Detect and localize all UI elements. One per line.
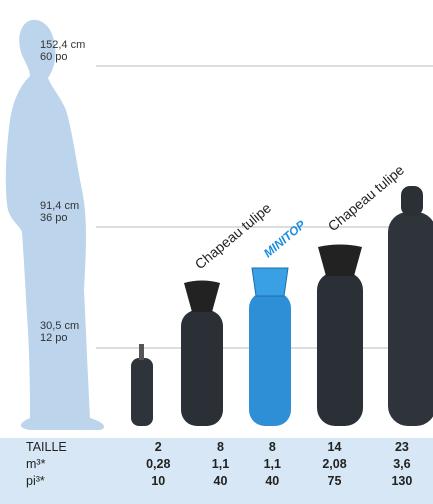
cylinder	[131, 344, 153, 426]
marker-po: 60 po	[40, 51, 68, 63]
cylinder	[388, 186, 433, 426]
cylinder	[249, 268, 291, 426]
marker-cm: 152,4 cm	[40, 39, 85, 51]
illustration: 152,4 cm 60 po 91,4 cm 36 po 30,5 cm 12 …	[0, 0, 433, 438]
table-cell: 1,1	[246, 455, 298, 472]
table-cell: 23	[371, 438, 433, 455]
table-cell: 8	[246, 438, 298, 455]
row-header: m³*	[0, 455, 122, 472]
table-cell: 0,28	[122, 455, 195, 472]
table-cell: 14	[298, 438, 371, 455]
table-cell: 1,1	[195, 455, 247, 472]
cylinder	[181, 281, 223, 427]
table-cell: 75	[298, 472, 371, 489]
annotation: Chapeau tulipe	[192, 199, 275, 272]
table-cell: 2,08	[298, 455, 371, 472]
table-cell: 3,6	[371, 455, 433, 472]
cylinder	[317, 245, 363, 427]
row-header: pi³*	[0, 472, 122, 489]
table-cell: 40	[246, 472, 298, 489]
infographic: 152,4 cm 60 po 91,4 cm 36 po 30,5 cm 12 …	[0, 0, 433, 504]
marker-po: 36 po	[40, 212, 68, 224]
marker-cm: 30,5 cm	[40, 320, 79, 332]
table-cell: 2	[122, 438, 195, 455]
table-cell: 130	[371, 472, 433, 489]
table-cell: 10	[122, 472, 195, 489]
row-header: TAILLE	[0, 438, 122, 455]
marker-cm: 91,4 cm	[40, 200, 79, 212]
marker-po: 12 po	[40, 332, 68, 344]
table-cell: 40	[195, 472, 247, 489]
brand-label: MINITOP	[261, 217, 309, 260]
human-silhouette	[6, 20, 104, 430]
table-cell: 8	[195, 438, 247, 455]
